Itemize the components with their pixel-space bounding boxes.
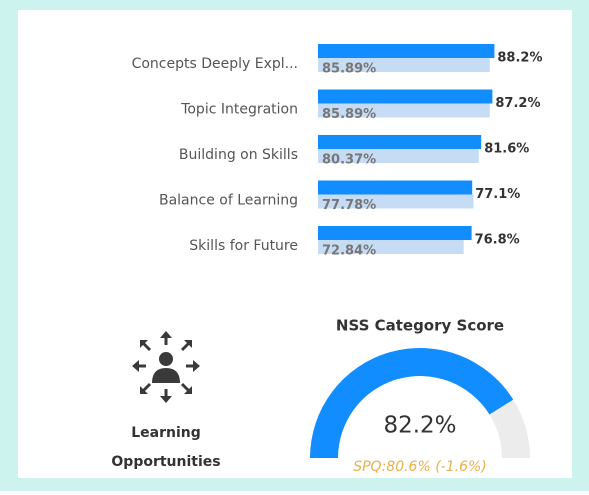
bar xyxy=(318,58,490,72)
bar xyxy=(318,44,495,58)
category-label: Concepts Deeply Expl... xyxy=(132,56,298,72)
gauge-title: NSS Category Score xyxy=(336,317,504,335)
data-label: 85.89% xyxy=(322,107,376,122)
data-label: 87.2% xyxy=(495,96,540,111)
data-label: 88.2% xyxy=(497,51,542,66)
data-label: 76.8% xyxy=(475,233,520,248)
data-label: 72.84% xyxy=(322,244,376,259)
gauge-value-label: 82.2% xyxy=(383,413,456,439)
category-label: Building on Skills xyxy=(179,147,298,163)
icon-label: Learning xyxy=(131,425,201,441)
data-label: 77.1% xyxy=(475,187,520,202)
data-label: 85.89% xyxy=(322,62,376,77)
data-label: 80.37% xyxy=(322,153,376,168)
bar xyxy=(318,135,482,149)
bar xyxy=(318,89,493,104)
bar xyxy=(318,103,490,118)
bar xyxy=(318,194,474,209)
data-label: 81.6% xyxy=(484,142,529,157)
bar xyxy=(318,240,464,254)
bar xyxy=(318,180,473,195)
category-label: Balance of Learning xyxy=(159,193,298,209)
learning-icon xyxy=(132,331,200,403)
bar xyxy=(318,149,479,163)
bar xyxy=(318,226,472,240)
data-label: 77.78% xyxy=(322,198,376,213)
category-label: Topic Integration xyxy=(180,102,298,118)
icon-label: Opportunities xyxy=(111,454,220,470)
category-label: Skills for Future xyxy=(189,238,298,254)
gauge-subtitle: SPQ:80.6% (-1.6%) xyxy=(353,459,487,475)
gauge-value xyxy=(310,347,514,458)
